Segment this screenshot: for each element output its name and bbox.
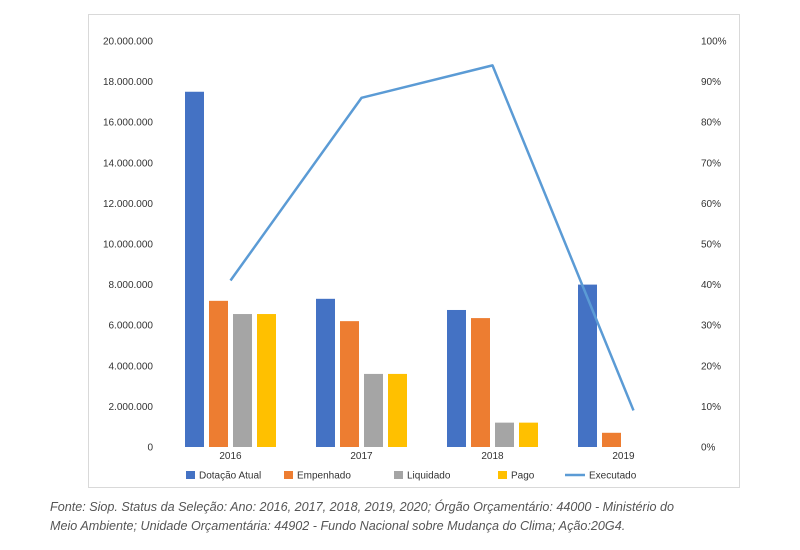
bar-pago-2018 (519, 422, 538, 447)
legend-swatch (186, 471, 195, 479)
bar-liquidado-2016 (233, 314, 252, 447)
bar-dotacao-atual-2017 (316, 298, 335, 447)
legend-item-empenhado: Empenhado (284, 471, 351, 482)
bar-empenhado-2016 (209, 300, 228, 447)
left-axis-tick-label: 12.000.000 (103, 199, 153, 210)
left-axis-tick-label: 18.000.000 (103, 77, 153, 88)
right-axis-tick-label: 50% (701, 240, 721, 251)
source-caption: Fonte: Siop. Status da Seleção: Ano: 201… (50, 498, 790, 536)
left-axis-tick-label: 6.000.000 (109, 321, 154, 332)
left-axis-tick-label: 4.000.000 (109, 361, 154, 372)
left-axis-tick-label: 0 (147, 443, 153, 454)
right-axis-tick-label: 90% (701, 77, 721, 88)
bar-pago-2016 (257, 314, 276, 447)
bar-empenhado-2018 (471, 318, 490, 447)
bar-pago-2017 (388, 373, 407, 447)
right-axis-tick-label: 60% (701, 199, 721, 210)
left-axis-tick-label: 14.000.000 (103, 158, 153, 169)
bar-empenhado-2017 (340, 321, 359, 447)
legend-item-dotacao-atual: Dotação Atual (186, 471, 261, 482)
bar-liquidado-2018 (495, 422, 514, 447)
right-axis-tick-label: 40% (701, 280, 721, 291)
source-caption-line-2: Meio Ambiente; Unidade Orçamentária: 449… (50, 519, 626, 533)
legend-swatch (284, 471, 293, 479)
bar-dotacao-atual-2016 (185, 91, 204, 447)
right-axis-tick-label: 70% (701, 158, 721, 169)
left-axis-tick-label: 10.000.000 (103, 240, 153, 251)
legend-swatch (498, 471, 507, 479)
legend-item-pago: Pago (498, 471, 535, 482)
chart: 0 2.000.000 4.000.000 6.000.000 8.000.000 10.… (103, 37, 727, 482)
left-axis-tick-label: 20.000.000 (103, 37, 153, 48)
right-axis-tick-label: 30% (701, 321, 721, 332)
x-axis-tick-label: 2018 (481, 451, 504, 462)
x-axis-tick-label: 2017 (350, 451, 373, 462)
legend-label: Empenhado (297, 471, 351, 482)
legend-item-liquidado: Liquidado (394, 471, 451, 482)
bar-empenhado-2019 (602, 432, 621, 447)
left-axis-tick-label: 2.000.000 (109, 402, 154, 413)
right-axis-tick-label: 80% (701, 118, 721, 129)
bar-dotacao-atual-2019 (578, 284, 597, 447)
right-axis-tick-label: 100% (701, 37, 727, 48)
right-axis-tick-label: 0% (701, 443, 716, 454)
legend-label: Dotação Atual (199, 471, 261, 482)
left-axis-tick-label: 16.000.000 (103, 118, 153, 129)
legend-swatch (394, 471, 403, 479)
legend-label: Executado (589, 471, 637, 482)
legend-item-executado: Executado (565, 471, 637, 482)
bar-liquidado-2017 (364, 373, 383, 447)
bar-dotacao-atual-2018 (447, 309, 466, 447)
left-axis-tick-label: 8.000.000 (109, 280, 154, 291)
legend-label: Pago (511, 471, 535, 482)
source-caption-line-1: Fonte: Siop. Status da Seleção: Ano: 201… (50, 500, 675, 514)
chart-frame: 0 2.000.000 4.000.000 6.000.000 8.000.000 10.… (88, 14, 740, 488)
line-executado (229, 64, 635, 411)
x-axis-tick-label: 2016 (219, 451, 242, 462)
right-axis-tick-label: 20% (701, 361, 721, 372)
legend-label: Liquidado (407, 471, 451, 482)
right-axis-tick-label: 10% (701, 402, 721, 413)
x-axis-tick-label: 2019 (612, 451, 635, 462)
